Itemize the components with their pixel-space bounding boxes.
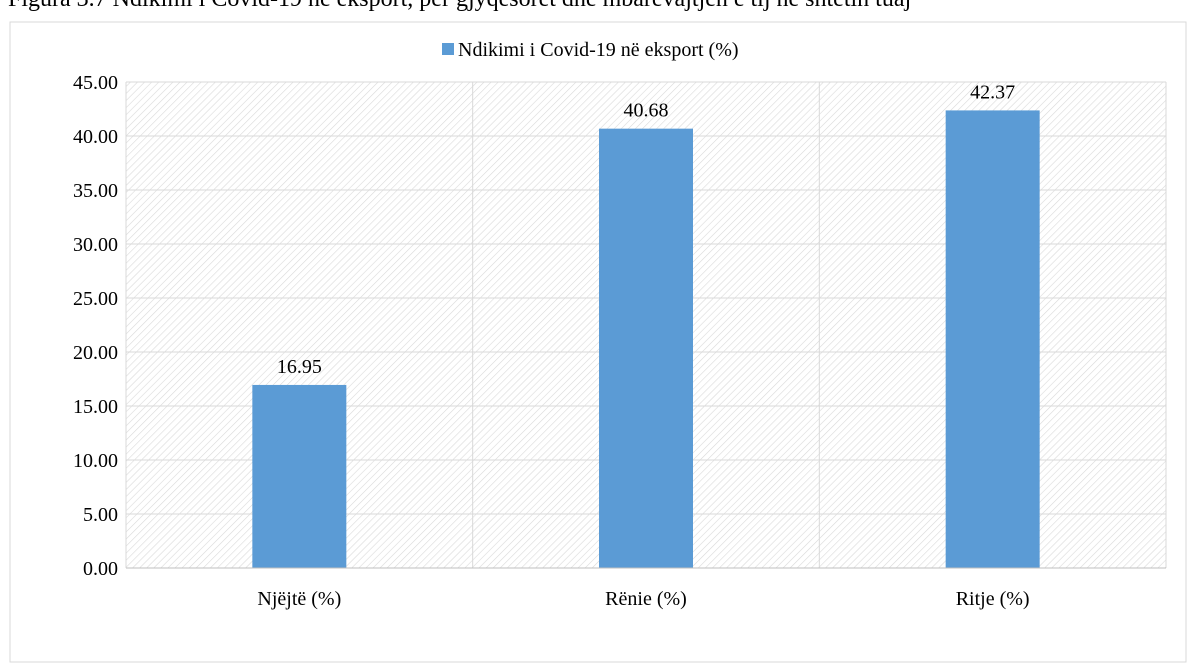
data-label: 40.68 bbox=[624, 100, 669, 122]
y-tick-label: 5.00 bbox=[83, 504, 118, 526]
legend-swatch bbox=[442, 43, 454, 55]
y-tick-label: 15.00 bbox=[73, 396, 118, 418]
y-tick-label: 25.00 bbox=[73, 288, 118, 310]
bars: 16.95 40.68 42.37 bbox=[252, 81, 1040, 569]
category-label: Njëjtë (%) bbox=[257, 588, 341, 610]
category-label: Rënie (%) bbox=[605, 588, 687, 610]
figure-caption: Figura 3.7 Ndikimi i Covid-19 në eksport… bbox=[8, 0, 911, 12]
legend-label: Ndikimi i Covid-19 në eksport (%) bbox=[458, 39, 739, 61]
x-axis: Njëjtë (%) Rënie (%) Ritje (%) bbox=[257, 588, 1029, 610]
y-tick-label: 30.00 bbox=[73, 234, 118, 256]
y-tick-label: 45.00 bbox=[73, 72, 118, 94]
y-tick-label: 10.00 bbox=[73, 450, 118, 472]
y-axis: 0.00 5.00 10.00 15.00 20.00 25.00 30.00 35.00 40… bbox=[73, 72, 118, 580]
data-label: 42.37 bbox=[970, 81, 1015, 103]
y-tick-label: 40.00 bbox=[73, 126, 118, 148]
bar bbox=[599, 128, 693, 568]
data-label: 16.95 bbox=[277, 356, 322, 378]
category-label: Ritje (%) bbox=[956, 588, 1030, 610]
y-tick-label: 35.00 bbox=[73, 180, 118, 202]
bar bbox=[252, 384, 347, 568]
y-tick-label: 0.00 bbox=[83, 558, 118, 580]
bar bbox=[945, 110, 1040, 569]
legend: Ndikimi i Covid-19 në eksport (%) bbox=[442, 39, 739, 61]
y-tick-label: 20.00 bbox=[73, 342, 118, 364]
